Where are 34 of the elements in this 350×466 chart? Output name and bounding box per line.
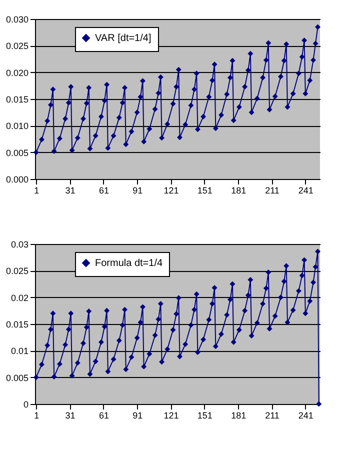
x-tick-label: 31 <box>65 410 76 420</box>
legend-label: VAR [dt=1/4] <box>95 33 152 44</box>
x-tick-label: 61 <box>98 410 109 420</box>
x-tick-label: 61 <box>98 186 109 196</box>
legend-label: Formula dt=1/4 <box>95 258 163 269</box>
y-tick-label: 0.025 <box>6 266 28 276</box>
y-tick-label: 0.020 <box>6 68 28 78</box>
x-tick-label: 151 <box>197 186 212 196</box>
y-tick-label: 0.030 <box>6 14 28 24</box>
x-tick-label: 91 <box>132 410 143 420</box>
y-tick-label: 0.015 <box>6 320 28 330</box>
y-tick-label: 0.010 <box>6 121 28 132</box>
x-tick-label: 121 <box>164 186 179 196</box>
x-tick-label: 181 <box>231 410 246 420</box>
y-tick-label: 0.005 <box>6 148 28 158</box>
x-tick-label: 121 <box>164 410 179 420</box>
x-tick-label: 1 <box>34 410 40 420</box>
y-tick-label: 0.02 <box>10 292 28 303</box>
x-tick-label: 241 <box>298 410 314 420</box>
x-tick-label: 91 <box>132 186 143 196</box>
x-tick-label: 181 <box>231 186 246 196</box>
y-tick-label: 0.000 <box>6 174 28 184</box>
x-tick-label: 31 <box>65 186 76 196</box>
x-tick-label: 151 <box>197 410 212 420</box>
y-tick-label: 0.015 <box>6 94 28 104</box>
y-tick-label: 0.025 <box>6 41 28 52</box>
x-tick-label: 1 <box>34 186 40 196</box>
y-tick-label: 0 <box>23 400 28 410</box>
y-tick-label: 0.03 <box>10 240 28 250</box>
x-tick-label: 241 <box>298 186 314 196</box>
x-tick-label: 211 <box>265 186 280 196</box>
x-tick-label: 211 <box>265 410 280 420</box>
y-tick-label: 0.005 <box>6 372 28 383</box>
y-tick-label: 0.01 <box>10 346 28 356</box>
